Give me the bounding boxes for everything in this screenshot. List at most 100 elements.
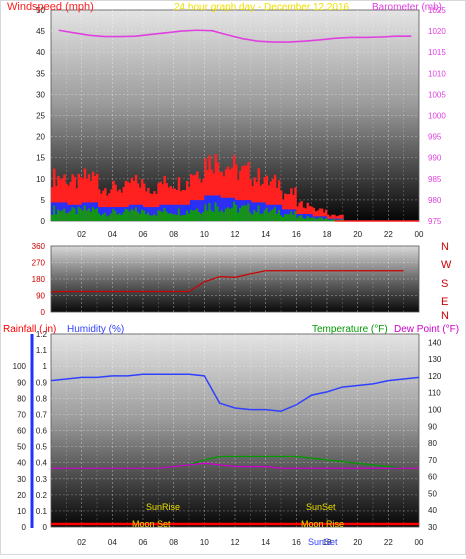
windspeed-gust-bar — [98, 189, 101, 221]
windspeed-gust-bar — [216, 162, 220, 221]
windspeed-gust-bar — [333, 214, 336, 221]
sunset-bottom-label: SunSet — [308, 537, 338, 547]
direction-tick-label: 270 — [32, 259, 46, 268]
hour-tick-label: 22 — [384, 230, 393, 239]
hour-tick-label: 14 — [261, 538, 270, 547]
windspeed-low-bar — [155, 215, 158, 221]
windspeed-low-bar — [279, 215, 283, 221]
windspeed-low-bar — [269, 210, 273, 221]
windspeed-gust-bar — [296, 206, 299, 221]
windspeed-average-bar — [171, 204, 175, 221]
windspeed-gust-bar — [95, 173, 99, 221]
windspeed-low-bar — [288, 214, 291, 221]
hour-tick-label: 02 — [77, 538, 86, 547]
rainfall-tick-label: 0.2 — [36, 491, 48, 500]
windspeed-low-bar — [185, 210, 189, 221]
windspeed-average-bar — [175, 204, 179, 221]
humidity-tick-label: 70 — [17, 410, 26, 419]
windspeed-low-bar — [81, 210, 85, 221]
windspeed-gust-bar — [194, 174, 197, 221]
windspeed-low-bar — [100, 215, 103, 221]
temperature-tick-label: 120 — [428, 372, 442, 381]
windspeed-tick-label: 15 — [36, 154, 45, 163]
windspeed-low-bar — [243, 205, 246, 221]
windspeed-average-bar — [202, 200, 205, 221]
windspeed-low-bar — [232, 201, 236, 221]
windspeed-gust-bar — [273, 174, 277, 221]
windspeed-average-bar — [218, 195, 222, 221]
windspeed-gust-bar — [310, 206, 314, 221]
windspeed-low-bar — [294, 210, 297, 221]
windspeed-average-bar — [210, 195, 213, 221]
windspeed-gust-bar — [320, 208, 324, 221]
windspeed-average-bar — [169, 204, 173, 221]
windspeed-low-bar — [271, 209, 275, 221]
windspeed-low-bar — [120, 214, 123, 221]
windspeed-low-bar — [220, 209, 224, 221]
windspeed-average-bar — [173, 204, 177, 221]
windspeed-gust-bar — [263, 177, 267, 221]
windspeed-gust-bar — [102, 190, 105, 221]
windspeed-gust-bar — [230, 167, 234, 221]
windspeed-gust-bar — [167, 187, 170, 221]
windspeed-low-bar — [159, 210, 162, 221]
humidity-tick-label: 30 — [17, 475, 26, 484]
direction-ticks: 0 90 180 270 360 — [32, 242, 46, 317]
windspeed-low-bar — [140, 209, 144, 221]
barometer-axis-label: Barometer (mb) — [372, 2, 442, 13]
windspeed-tick-label: 45 — [36, 27, 45, 36]
windspeed-gust-bar — [267, 185, 271, 221]
windspeed-low-bar — [69, 210, 72, 221]
windspeed-average-bar — [55, 202, 58, 221]
barometer-tick-label: 1005 — [428, 90, 446, 99]
direction-tick-label: 0 — [41, 308, 46, 317]
windspeed-average-bar — [329, 218, 332, 221]
rainfall-tick-label: 1 — [43, 362, 48, 371]
windspeed-gust-bar — [255, 181, 258, 221]
windspeed-gust-bar — [69, 181, 72, 221]
windspeed-low-bar — [216, 206, 220, 221]
windspeed-low-bar — [173, 214, 177, 221]
humidity-grid — [51, 334, 419, 527]
windspeed-low-bar — [126, 209, 130, 221]
windspeed-low-bar — [192, 210, 195, 221]
windspeed-series — [51, 154, 419, 222]
rainfall-tick-label: 0.8 — [36, 394, 48, 403]
windspeed-average-bar — [106, 207, 109, 221]
windspeed-average-bar — [187, 204, 191, 221]
windspeed-low-bar — [75, 214, 78, 221]
barometer-tick-label: 1020 — [428, 27, 446, 36]
windspeed-low-bar — [130, 208, 134, 221]
windspeed-low-bar — [165, 211, 168, 221]
windspeed-gust-bar — [83, 168, 87, 221]
windspeed-low-bar — [104, 212, 107, 221]
windspeed-gust-bar — [298, 202, 301, 221]
windspeed-average-bar — [302, 214, 305, 221]
windspeed-low-bar — [210, 210, 213, 221]
windspeed-low-bar — [73, 208, 76, 221]
windspeed-gust-bar — [253, 177, 256, 221]
windspeed-gust-bar — [163, 175, 166, 221]
windspeed-average-bar — [212, 195, 215, 221]
windspeed-low-bar — [247, 203, 250, 221]
barometer-tick-label: 975 — [428, 217, 442, 226]
windspeed-low-bar — [143, 210, 146, 221]
windspeed-average-bar — [296, 214, 299, 221]
temperature-tick-label: 50 — [428, 489, 437, 498]
windspeed-low-bar — [132, 210, 136, 221]
windspeed-gust-bar — [122, 186, 125, 221]
windspeed-average-bar — [282, 209, 285, 221]
windspeed-average-bar — [120, 207, 123, 221]
windspeed-gust-bar — [327, 214, 330, 221]
windspeed-low-bar — [93, 209, 97, 221]
windspeed-gust-bar — [198, 179, 201, 221]
windspeed-gust-bar — [138, 187, 142, 221]
windspeed-gust-bar — [341, 214, 344, 221]
hour-tick-label: 04 — [108, 230, 117, 239]
windspeed-gust-bar — [284, 193, 287, 221]
rainfall-tick-label: 0.7 — [36, 410, 48, 419]
windspeed-low-bar — [194, 209, 197, 221]
windspeed-gust-bar — [288, 193, 291, 221]
windspeed-low-bar — [61, 210, 64, 221]
